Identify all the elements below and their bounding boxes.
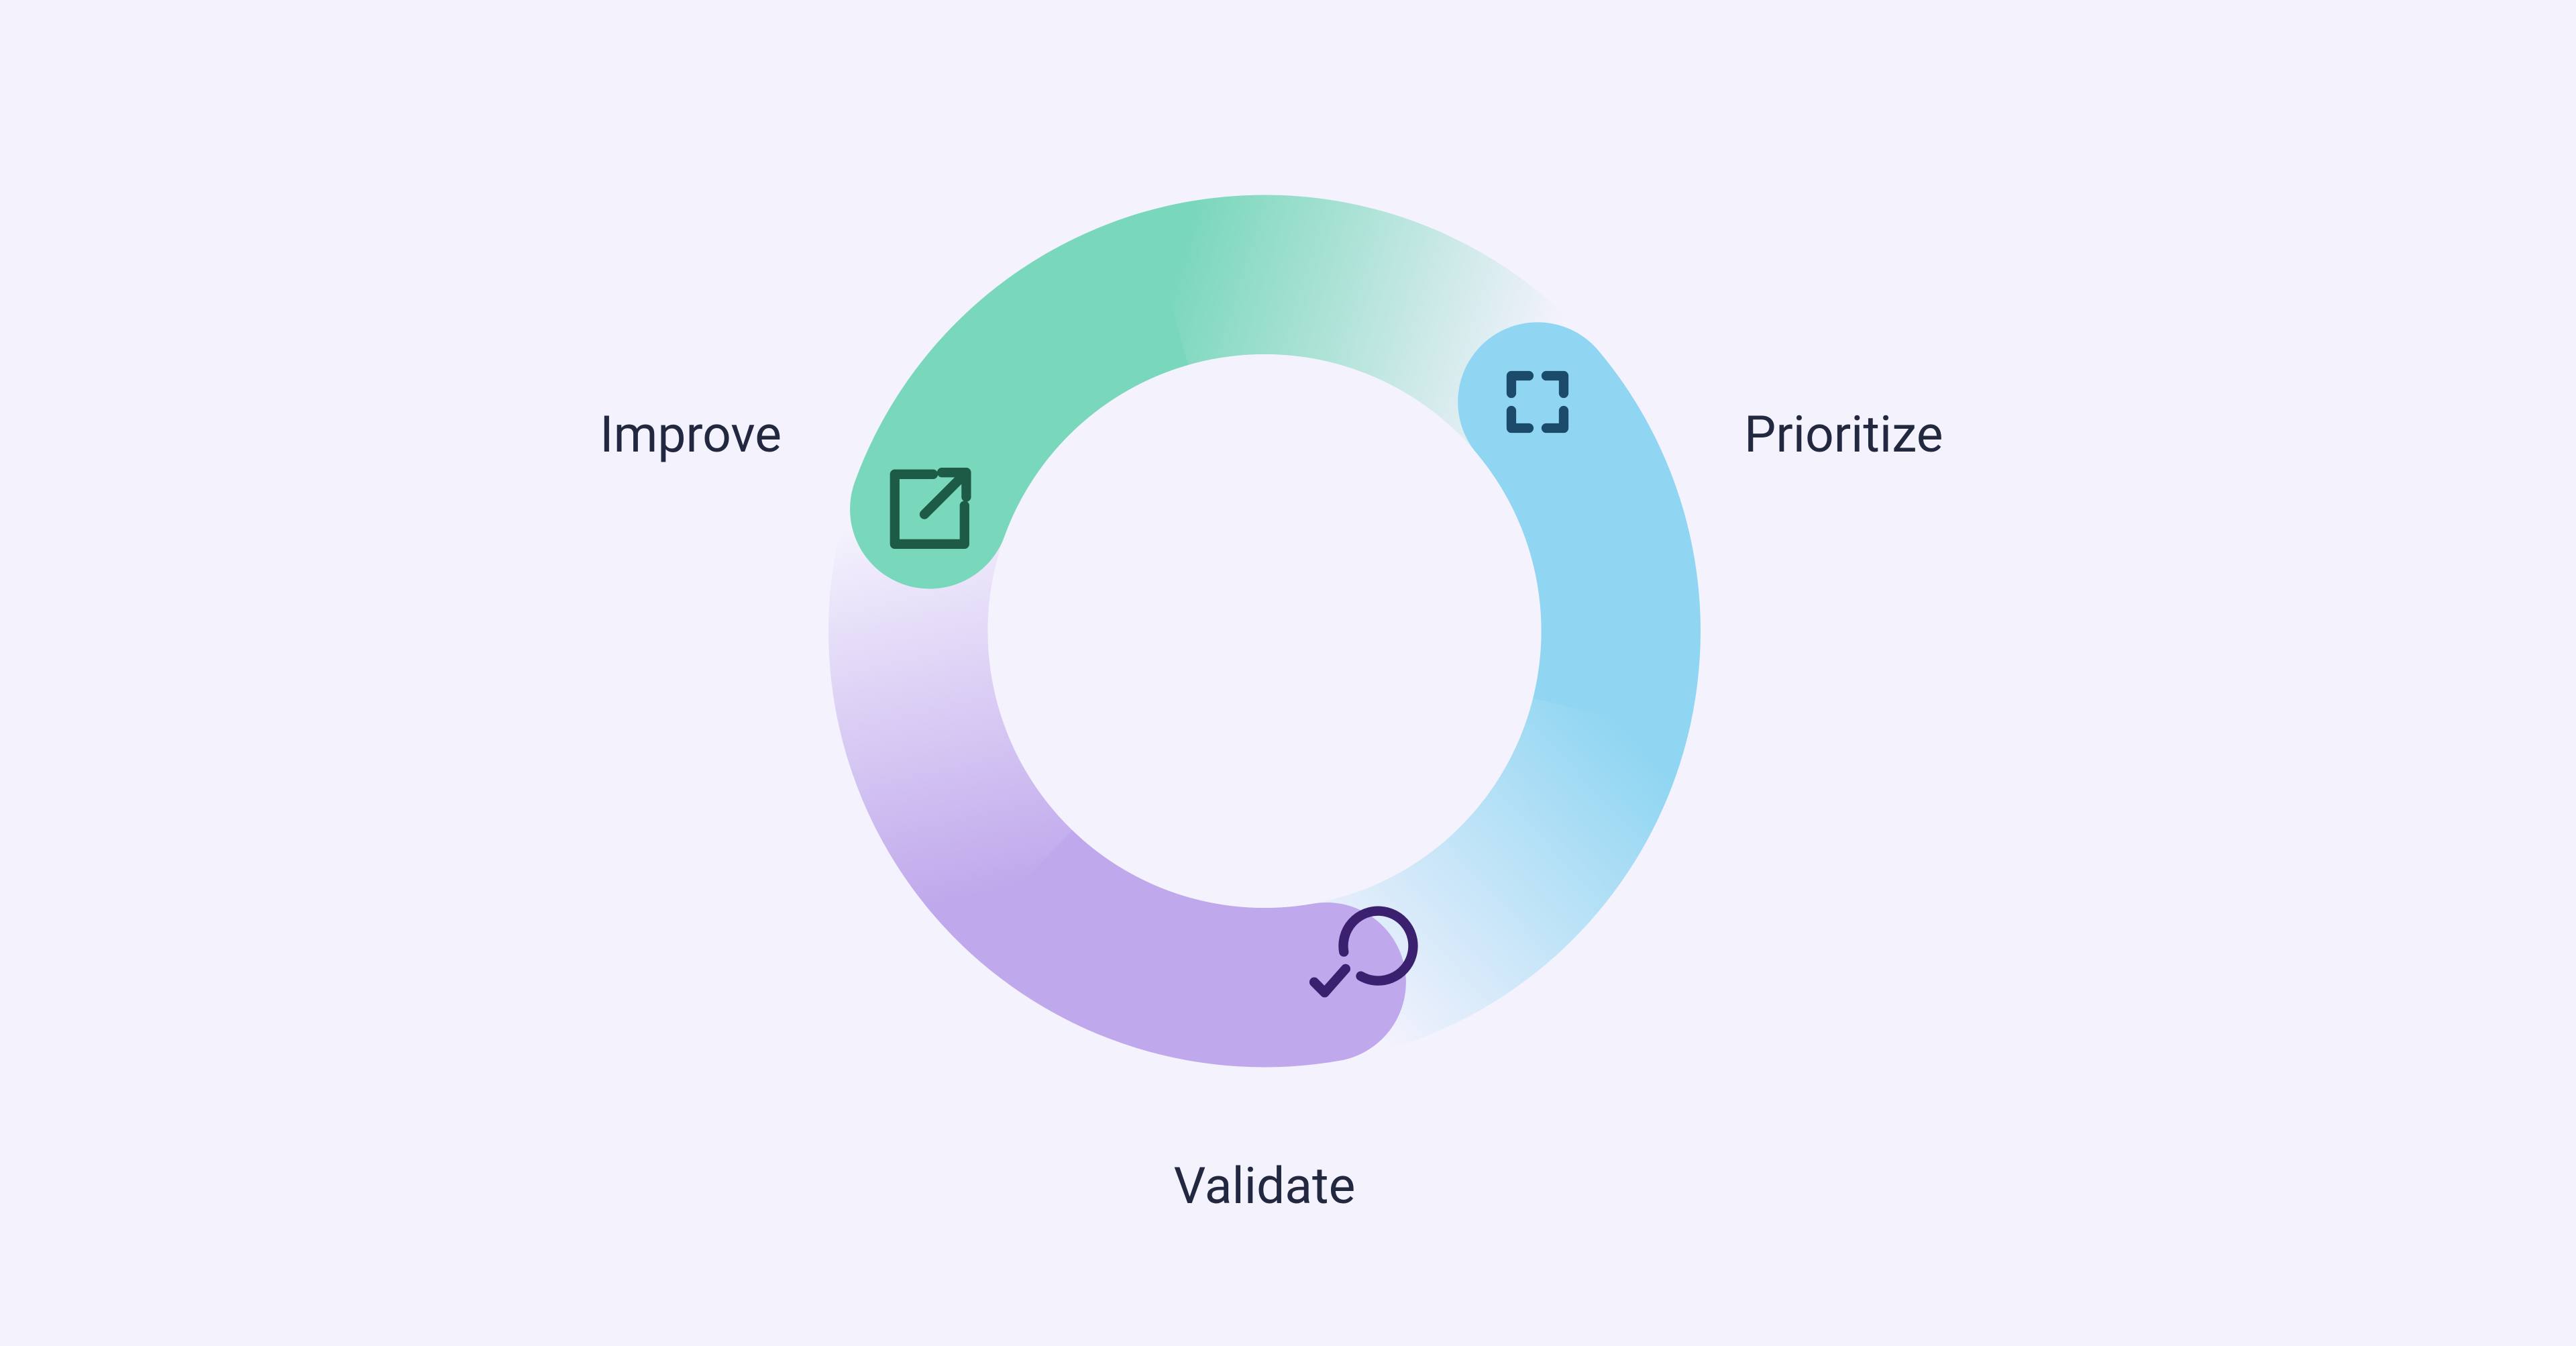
cycle-diagram: Prioritize Validate Improve bbox=[0, 34, 2576, 1312]
label-prioritize: Prioritize bbox=[1744, 407, 1943, 466]
ring-hole bbox=[988, 354, 1542, 908]
ring-svg bbox=[0, 34, 2576, 1312]
label-improve: Improve bbox=[600, 407, 782, 466]
label-validate: Validate bbox=[1174, 1158, 1356, 1217]
